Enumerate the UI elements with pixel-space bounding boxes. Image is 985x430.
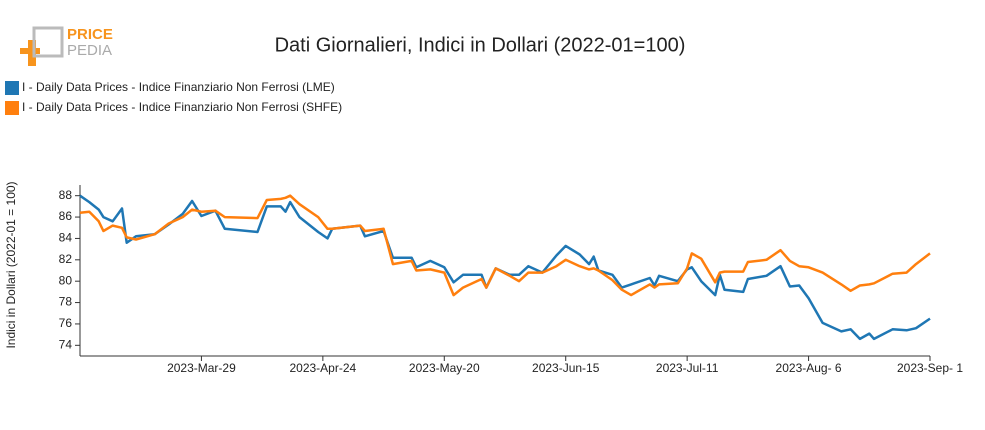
y-tick-label: 76 bbox=[59, 316, 73, 330]
data-line bbox=[79, 194, 931, 341]
y-tick-label: 80 bbox=[59, 273, 73, 287]
logo-text: PEDIA bbox=[67, 42, 112, 59]
y-axis-label: Indici in Dollari (2022-01 = 100) bbox=[4, 181, 18, 348]
logo-mark bbox=[20, 48, 40, 54]
y-tick-label: 82 bbox=[59, 252, 73, 266]
x-tick-label: 2023-Jul-11 bbox=[656, 361, 719, 375]
x-tick-label: 2023-Apr-24 bbox=[289, 361, 356, 375]
y-tick-label: 84 bbox=[59, 231, 73, 245]
x-tick-label: 2023-Jun-15 bbox=[532, 361, 600, 375]
logo: PRICE PEDIA bbox=[20, 26, 113, 66]
logo-mark bbox=[32, 26, 64, 58]
legend-label: I - Daily Data Prices - Indice Finanziar… bbox=[22, 80, 335, 94]
y-tick-label: 86 bbox=[59, 209, 73, 223]
x-tick-label: 2023-Mar-29 bbox=[167, 361, 236, 375]
legend-swatch bbox=[5, 81, 19, 95]
data-line bbox=[79, 194, 931, 297]
legend-label: I - Daily Data Prices - Indice Finanziar… bbox=[22, 100, 342, 114]
x-tick-label: 2023-Sep- 1 bbox=[897, 361, 963, 375]
y-tick-label: 78 bbox=[59, 295, 73, 309]
logo-text: PRICE bbox=[67, 26, 113, 43]
x-tick-label: 2023-May-20 bbox=[409, 361, 480, 375]
y-tick-label: 74 bbox=[59, 337, 73, 351]
x-tick-label: 2023-Aug- 6 bbox=[776, 361, 842, 375]
legend-swatch bbox=[5, 101, 19, 115]
chart-title: Dati Giornalieri, Indici in Dollari (202… bbox=[275, 34, 686, 56]
y-tick-label: 88 bbox=[59, 188, 73, 202]
